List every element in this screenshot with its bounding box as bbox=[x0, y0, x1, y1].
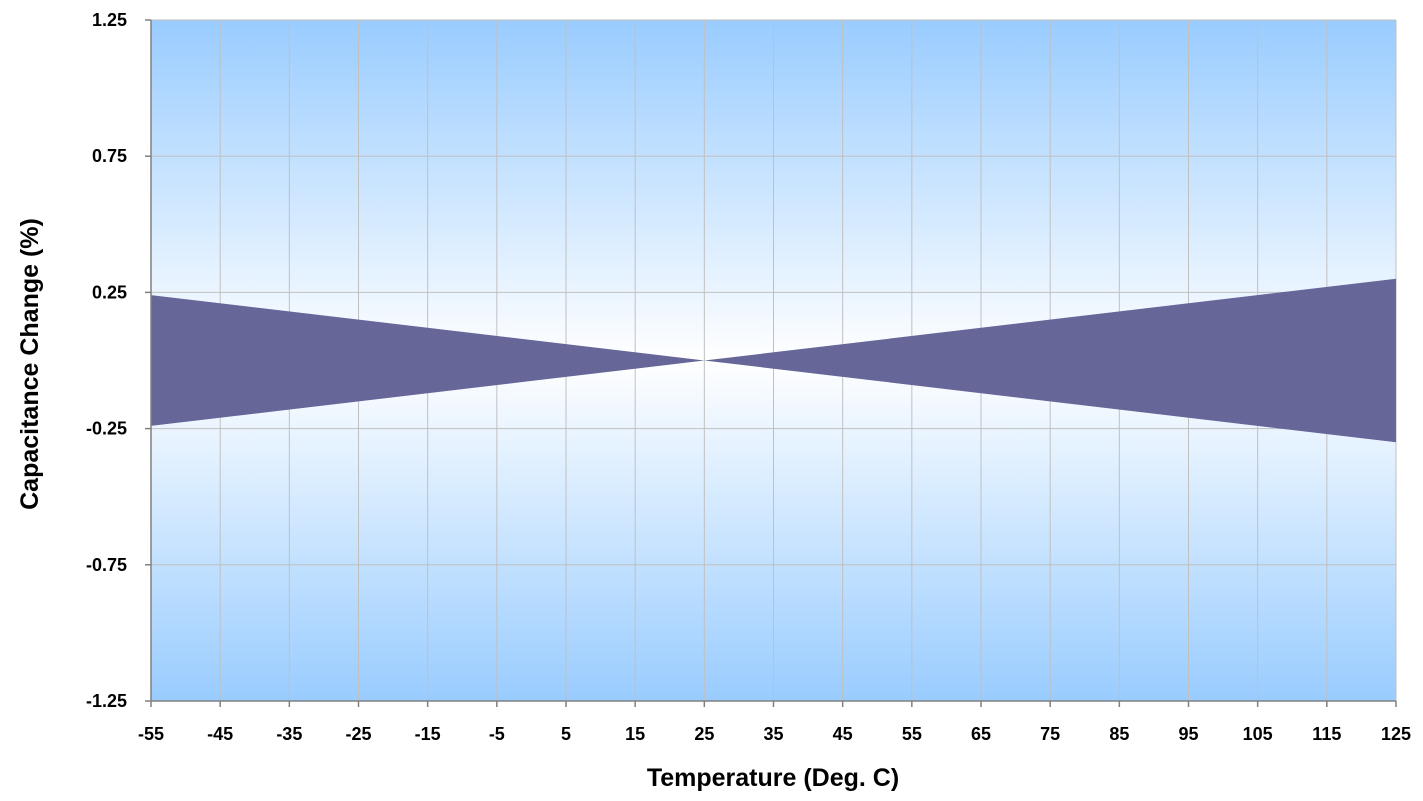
y-tick-labels: -1.25 -0.75 -0.25 0.25 0.75 1.25 bbox=[86, 10, 127, 711]
y-tick-label: -1.25 bbox=[86, 691, 127, 711]
x-tick-label: 85 bbox=[1109, 724, 1129, 744]
x-tick-label: 95 bbox=[1178, 724, 1198, 744]
x-tick-label: 25 bbox=[694, 724, 714, 744]
x-tick-label: -55 bbox=[138, 724, 164, 744]
x-tick-label: 125 bbox=[1381, 724, 1411, 744]
x-tick-label: -5 bbox=[489, 724, 505, 744]
x-tick-label: -45 bbox=[207, 724, 233, 744]
tolerance-band-area bbox=[151, 278, 1396, 443]
axes bbox=[145, 19, 1397, 707]
y-tick-label: 0.75 bbox=[92, 146, 127, 166]
y-tick-label: -0.75 bbox=[86, 555, 127, 575]
x-tick-label: 5 bbox=[561, 724, 571, 744]
tolerance-band bbox=[151, 278, 1396, 443]
x-tick-label: 45 bbox=[833, 724, 853, 744]
x-tick-label: -15 bbox=[415, 724, 441, 744]
x-tick-label: 115 bbox=[1312, 724, 1341, 744]
x-tick-label: 55 bbox=[902, 724, 922, 744]
x-tick-labels: -55 -45 -35 -25 -15 -5 5 15 25 35 45 55 65 75 85 95 105 1… bbox=[138, 724, 1411, 744]
y-axis-title: Capacitance Change (%) bbox=[16, 218, 44, 510]
x-tick-label: 105 bbox=[1243, 724, 1273, 744]
x-tick-label: 65 bbox=[971, 724, 991, 744]
x-tick-label: 15 bbox=[625, 724, 645, 744]
y-tick-label: 1.25 bbox=[92, 10, 127, 30]
y-tick-label: -0.25 bbox=[86, 419, 127, 439]
x-tick-label: -35 bbox=[276, 724, 302, 744]
x-tick-label: 35 bbox=[763, 724, 783, 744]
x-tick-label: 75 bbox=[1040, 724, 1060, 744]
y-tick-label: 0.25 bbox=[92, 282, 127, 302]
x-axis-title: Temperature (Deg. C) bbox=[647, 764, 899, 792]
x-tick-label: -25 bbox=[345, 724, 371, 744]
